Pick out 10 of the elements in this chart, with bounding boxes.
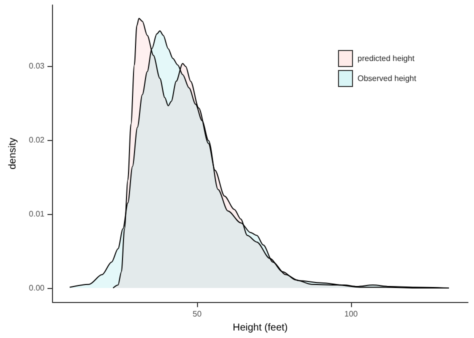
y-tick-label: 0.01: [28, 209, 46, 218]
x-axis-title: Height (feet): [232, 322, 288, 334]
y-tick-label: 0.03: [28, 61, 46, 70]
x-tick-label: 100: [344, 310, 358, 319]
y-tick-label: 0.00: [28, 284, 46, 293]
y-tick-label: 0.02: [28, 135, 46, 144]
x-tick-label: 50: [192, 310, 202, 319]
legend-label: Observed height: [358, 74, 417, 83]
legend-label: predicted height: [358, 54, 416, 63]
y-axis-title: density: [8, 138, 18, 170]
